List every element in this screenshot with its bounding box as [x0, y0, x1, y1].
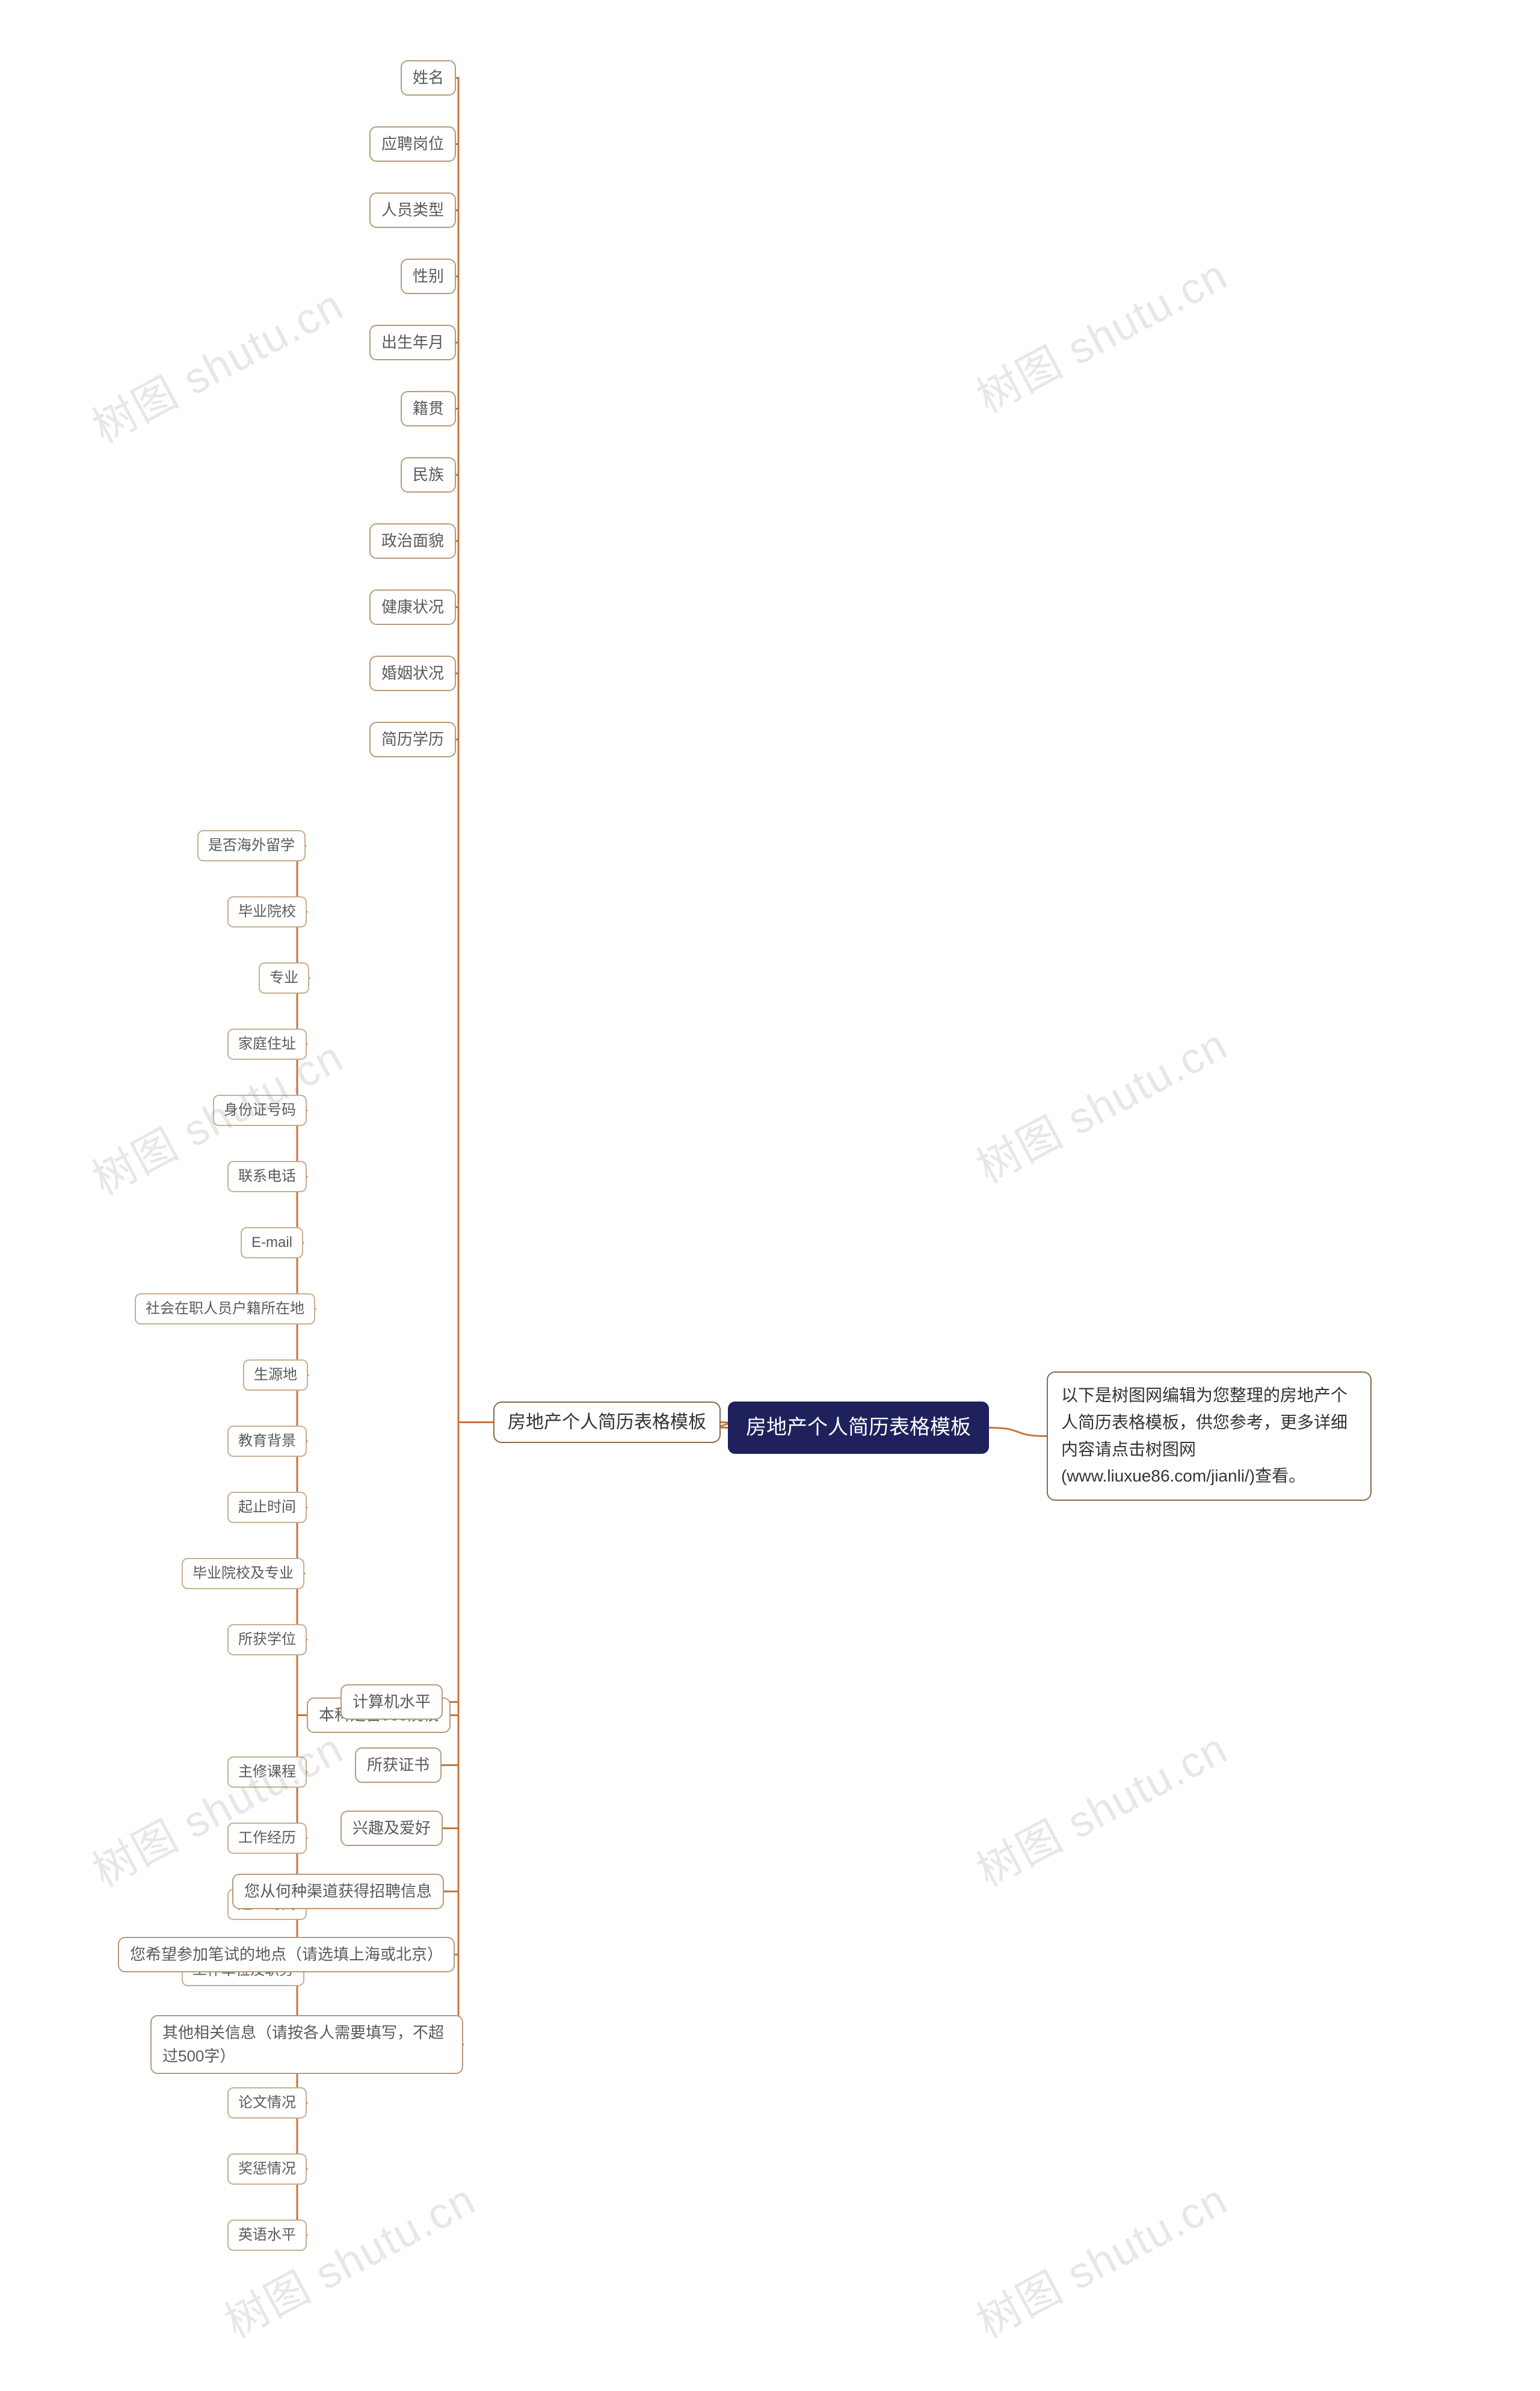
upper-node[interactable]: 应聘岗位 — [369, 126, 456, 162]
lower-node[interactable]: 所获证书 — [355, 1747, 442, 1783]
watermark: 树图 shutu.cn — [79, 270, 353, 455]
upper-node[interactable]: 人员类型 — [369, 192, 456, 228]
sub-node[interactable]: 生源地 — [243, 1359, 308, 1391]
watermark: 树图 shutu.cn — [212, 2165, 485, 2350]
lower-node[interactable]: 您从何种渠道获得招聘信息 — [232, 1874, 444, 1909]
upper-node[interactable]: 性别 — [401, 259, 456, 294]
sub-node[interactable]: 毕业院校 — [227, 896, 307, 928]
watermark: 树图 shutu.cn — [964, 2165, 1237, 2350]
sub-node[interactable]: 所获学位 — [227, 1624, 307, 1655]
sub-node[interactable]: 工作经历 — [227, 1823, 307, 1854]
watermark: 树图 shutu.cn — [964, 1010, 1237, 1195]
watermark: 树图 shutu.cn — [79, 1714, 353, 1899]
lower-node[interactable]: 您希望参加笔试的地点（请选填上海或北京） — [118, 1937, 455, 1972]
sub-node[interactable]: 起止时间 — [227, 1492, 307, 1523]
upper-node[interactable]: 出生年月 — [369, 325, 456, 360]
sub-node[interactable]: 身份证号码 — [213, 1095, 307, 1126]
upper-node[interactable]: 简历学历 — [369, 722, 456, 757]
sub-node[interactable]: 主修课程 — [227, 1756, 307, 1788]
bottom-node[interactable]: 其他相关信息（请按各人需要填写，不超过500字） — [150, 2015, 463, 2074]
watermark: 树图 shutu.cn — [964, 240, 1237, 425]
left-branch-node[interactable]: 房地产个人简历表格模板 — [493, 1402, 721, 1443]
lower-node[interactable]: 计算机水平 — [340, 1684, 443, 1720]
upper-node[interactable]: 政治面貌 — [369, 523, 456, 559]
upper-node[interactable]: 姓名 — [401, 60, 456, 96]
upper-node[interactable]: 婚姻状况 — [369, 656, 456, 691]
info-node: 以下是树图网编辑为您整理的房地产个人简历表格模板，供您参考，更多详细内容请点击树… — [1047, 1371, 1372, 1501]
sub-node[interactable]: E-mail — [241, 1227, 303, 1258]
upper-node[interactable]: 籍贯 — [401, 391, 456, 426]
sub-node[interactable]: 毕业院校及专业 — [182, 1558, 304, 1589]
sub-node[interactable]: 家庭住址 — [227, 1029, 307, 1060]
sub-node[interactable]: 是否海外留学 — [197, 830, 306, 861]
sub-node[interactable]: 奖惩情况 — [227, 2153, 307, 2185]
root-node[interactable]: 房地产个人简历表格模板 — [728, 1402, 989, 1454]
sub-node[interactable]: 专业 — [259, 962, 309, 994]
sub-node[interactable]: 论文情况 — [227, 2087, 307, 2119]
upper-node[interactable]: 民族 — [401, 457, 456, 493]
sub-node[interactable]: 教育背景 — [227, 1426, 307, 1457]
sub-node[interactable]: 社会在职人员户籍所在地 — [135, 1293, 315, 1325]
watermark: 树图 shutu.cn — [964, 1714, 1237, 1899]
sub-node[interactable]: 英语水平 — [227, 2220, 307, 2251]
lower-node[interactable]: 兴趣及爱好 — [340, 1811, 443, 1846]
upper-node[interactable]: 健康状况 — [369, 589, 456, 625]
sub-node[interactable]: 联系电话 — [227, 1161, 307, 1192]
